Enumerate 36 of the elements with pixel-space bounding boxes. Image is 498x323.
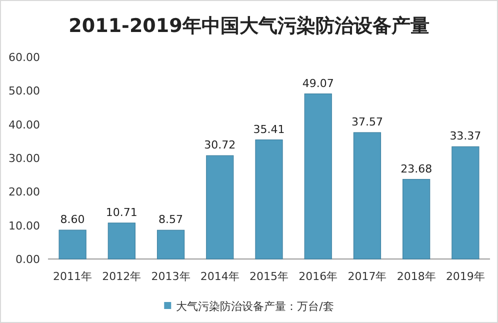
data-label: 8.57	[158, 213, 184, 226]
x-tick-label: 2016年	[298, 270, 338, 283]
x-tick-label: 2018年	[396, 270, 436, 283]
bar	[206, 155, 234, 260]
data-label: 33.37	[450, 130, 482, 143]
x-tick-label: 2011年	[53, 270, 92, 283]
bar	[255, 139, 283, 260]
bar	[402, 178, 430, 260]
data-label: 30.72	[204, 138, 236, 152]
y-tick-label: 40.00	[8, 118, 40, 132]
y-tick-label: 20.00	[8, 186, 40, 199]
data-label: 35.41	[253, 122, 285, 136]
chart-title: 2011-2019年中国大气污染防治设备产量	[68, 15, 430, 37]
legend-label: 大气污染防治设备产量：万台/套	[176, 300, 334, 313]
x-tick-label: 2014年	[200, 270, 240, 283]
y-tick-label: 10.00	[8, 219, 40, 232]
data-label: 37.57	[351, 116, 383, 129]
data-label: 10.71	[106, 206, 138, 219]
y-tick-label: 30.00	[8, 152, 40, 165]
y-tick-label: 50.00	[8, 84, 40, 98]
bar	[156, 230, 185, 260]
y-tick-label: 0.00	[16, 253, 40, 266]
bar	[304, 94, 332, 260]
y-tick-label: 60.00	[8, 51, 40, 64]
data-label: 8.60	[60, 213, 85, 226]
data-label: 49.07	[302, 76, 334, 90]
x-tick-label: 2017年	[348, 270, 387, 283]
bar	[58, 230, 86, 260]
x-tick-label: 2013年	[151, 270, 190, 283]
bar	[353, 132, 382, 260]
bar	[452, 146, 480, 260]
bar	[108, 222, 136, 260]
data-label: 23.68	[400, 162, 432, 176]
x-tick-label: 2012年	[102, 270, 142, 283]
x-tick-label: 2019年	[446, 270, 485, 283]
x-tick-label: 2015年	[250, 270, 288, 283]
